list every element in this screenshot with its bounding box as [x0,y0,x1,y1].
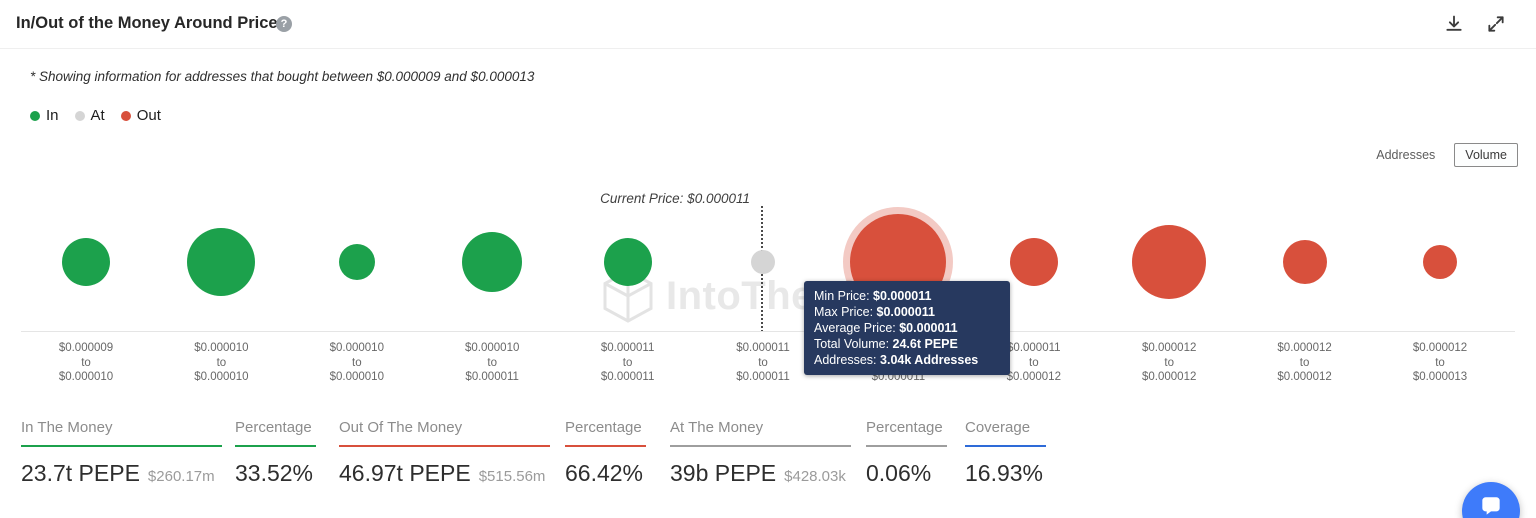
widget-title: In/Out of the Money Around Price [16,14,278,32]
stat-percentage: Percentage 33.52% [235,419,316,487]
range-note: * Showing information for addresses that… [30,69,535,84]
tooltip-row: Total Volume: 24.6t PEPE [814,337,958,351]
toggle-volume[interactable]: Volume [1454,143,1518,167]
stat-coverage: Coverage 16.93% [965,419,1046,487]
stat-label: Out Of The Money [339,419,550,447]
chat-launcher-button[interactable] [1462,482,1520,518]
x-axis-label-9: $0.000012 to $0.000012 [1277,342,1332,383]
legend-item-out: Out [120,107,161,124]
bubble-out-8[interactable] [1132,225,1207,299]
x-axis-line [21,331,1515,332]
stat-label: Percentage [235,419,316,447]
stat-subvalue: $260.17m [147,468,215,485]
stat-subvalue: $515.56m [478,468,546,485]
stat-subvalue: $428.03k [784,468,846,485]
bubble-in-4[interactable] [603,238,652,286]
legend-item-at: At [74,107,105,124]
legend-label: In [46,107,59,124]
legend: In At Out [30,107,161,124]
current-price-label: Current Price: $0.000011 [600,191,750,206]
stat-label: Percentage [866,419,947,447]
legend-dot-at [74,110,85,121]
legend-dot-in [30,110,40,121]
stat-percentage: Percentage 0.06% [866,419,947,487]
stat-label: Percentage [565,419,646,447]
bubble-in-1[interactable] [187,228,256,296]
bubble-in-0[interactable] [62,238,110,286]
bubble-out-10[interactable] [1423,245,1457,279]
stat-value: 23.7t PEPE [21,460,140,486]
bubble-out-9[interactable] [1282,240,1327,284]
chart-tooltip: Min Price: $0.000011 Max Price: $0.000011… [804,281,1010,375]
bubble-in-2[interactable] [338,244,375,280]
legend-label: At [90,107,105,124]
x-axis-label-3: $0.000010 to $0.000011 [465,342,520,383]
stat-value: 46.97t PEPE [339,460,471,486]
chat-icon [1482,497,1500,515]
x-axis-label-1: $0.000010 to $0.000010 [194,342,249,383]
stat-value: 0.06% [866,460,932,486]
tooltip-row: Average Price: $0.000011 [814,321,958,335]
x-axis-label-4: $0.000011 to $0.000011 [600,342,655,383]
download-icon[interactable] [1444,14,1464,34]
x-axis-label-8: $0.000012 to $0.000012 [1142,342,1197,383]
help-icon[interactable]: ? [276,16,292,32]
legend-item-in: In [30,107,59,124]
widget-header: In/Out of the Money Around Price ? [0,0,1536,49]
bubble-out-7[interactable] [1009,238,1058,286]
legend-label: Out [136,107,161,124]
toggle-addresses[interactable]: Addresses [1376,148,1436,162]
stat-value: 16.93% [965,460,1044,486]
expand-icon[interactable] [1486,14,1506,34]
stat-value: 66.42% [565,460,644,486]
legend-dot-out [120,110,131,121]
x-axis-label-2: $0.000010 to $0.000010 [329,342,384,383]
stats-row: In The Money 23.7t PEPE $260.17m Percentage… [21,419,1046,487]
view-toggle: Addresses Volume [1365,143,1518,167]
bubble-at-5[interactable] [751,250,775,274]
x-axis-label-10: $0.000012 to $0.000013 [1412,342,1468,383]
stat-label: In The Money [21,419,222,447]
stat-out-of-the-money: Out Of The Money 46.97t PEPE $515.56m [339,419,550,487]
stat-at-the-money: At The Money 39b PEPE $428.03k [670,419,851,487]
tooltip-row: Min Price: $0.000011 [814,289,932,303]
x-axis-label-7: $0.000011 to $0.000012 [1006,342,1061,383]
x-axis-label-5: $0.000011 to $0.000011 [736,342,790,383]
stat-value: 39b PEPE [670,460,777,486]
stat-percentage: Percentage 66.42% [565,419,646,487]
stat-label: At The Money [670,419,851,447]
stat-value: 33.52% [235,460,314,486]
stat-in-the-money: In The Money 23.7t PEPE $260.17m [21,419,222,487]
stat-label: Coverage [965,419,1046,447]
x-axis-label-0: $0.000009 to $0.000010 [58,342,114,383]
bubble-in-3[interactable] [462,232,523,292]
tooltip-row: Addresses: 3.04k Addresses [814,353,979,367]
tooltip-row: Max Price: $0.000011 [814,305,935,319]
